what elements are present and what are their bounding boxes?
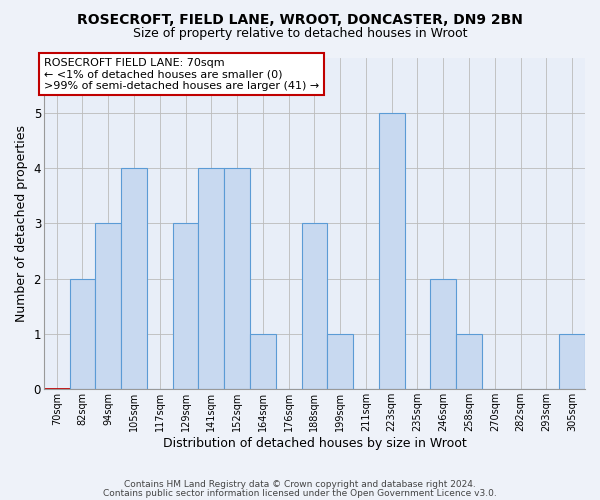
Bar <box>456 334 482 390</box>
Bar <box>95 224 121 390</box>
Bar <box>121 168 147 390</box>
Bar <box>302 224 328 390</box>
Y-axis label: Number of detached properties: Number of detached properties <box>15 125 28 322</box>
Text: ROSECROFT FIELD LANE: 70sqm
← <1% of detached houses are smaller (0)
>99% of sem: ROSECROFT FIELD LANE: 70sqm ← <1% of det… <box>44 58 319 90</box>
X-axis label: Distribution of detached houses by size in Wroot: Distribution of detached houses by size … <box>163 437 466 450</box>
Bar <box>70 278 95 390</box>
Text: Contains public sector information licensed under the Open Government Licence v3: Contains public sector information licen… <box>103 488 497 498</box>
Text: Size of property relative to detached houses in Wroot: Size of property relative to detached ho… <box>133 28 467 40</box>
Bar <box>430 278 456 390</box>
Bar <box>559 334 585 390</box>
Bar <box>224 168 250 390</box>
Text: ROSECROFT, FIELD LANE, WROOT, DONCASTER, DN9 2BN: ROSECROFT, FIELD LANE, WROOT, DONCASTER,… <box>77 12 523 26</box>
Bar <box>328 334 353 390</box>
Bar <box>250 334 276 390</box>
Bar <box>199 168 224 390</box>
Bar <box>173 224 199 390</box>
Bar <box>379 113 404 390</box>
Text: Contains HM Land Registry data © Crown copyright and database right 2024.: Contains HM Land Registry data © Crown c… <box>124 480 476 489</box>
